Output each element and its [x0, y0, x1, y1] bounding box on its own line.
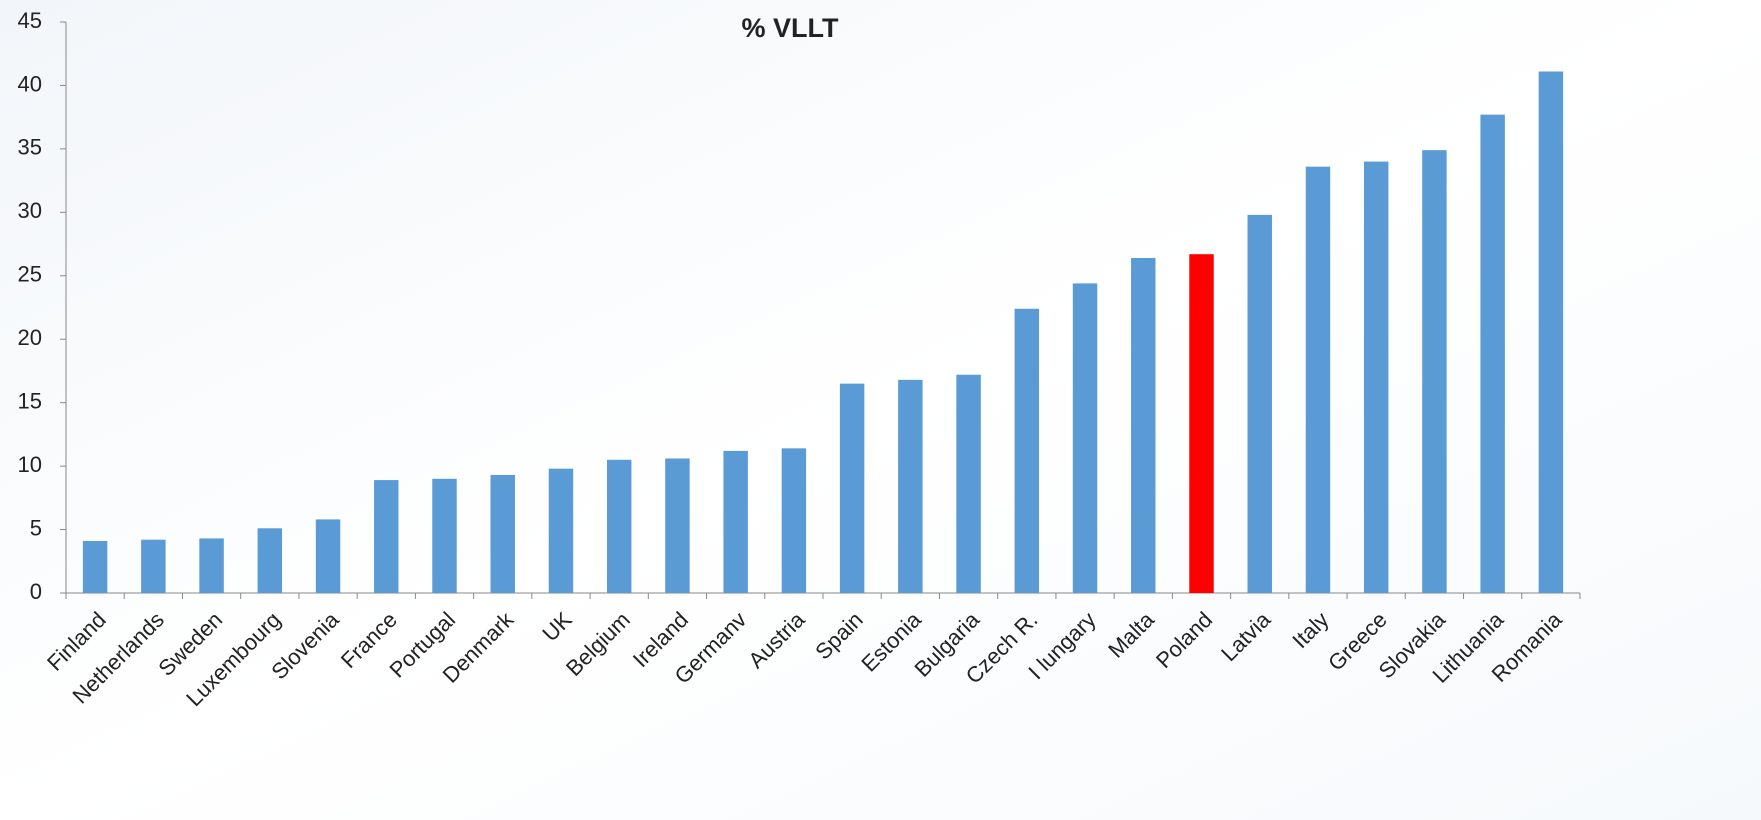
y-tick-label: 5: [30, 515, 42, 540]
y-tick-label: 0: [30, 579, 42, 604]
bar: [1247, 214, 1272, 594]
bar: [1480, 114, 1505, 593]
y-tick-label: 25: [18, 262, 42, 287]
bar: [1014, 308, 1040, 593]
bar: [82, 540, 108, 593]
y-tick-label: 20: [18, 325, 42, 350]
bar: [490, 474, 515, 593]
bar: [1072, 283, 1098, 593]
y-tick-label: 15: [18, 388, 42, 413]
bar: [199, 538, 224, 593]
y-tick-label: 35: [18, 135, 42, 160]
y-tick-label: 10: [18, 452, 42, 477]
bar: [257, 528, 283, 593]
bar: [1305, 166, 1331, 594]
bar: [606, 459, 632, 593]
bar: [665, 458, 690, 593]
y-tick-label: 40: [18, 71, 42, 96]
bar: [1422, 150, 1447, 593]
y-tick-label: 30: [18, 198, 42, 223]
y-tick-label: 45: [18, 8, 42, 33]
bar: [781, 448, 807, 593]
bar: [839, 383, 865, 593]
bar: [548, 468, 574, 593]
bar: [1538, 71, 1564, 593]
bar: [315, 519, 341, 593]
bar: [141, 539, 166, 593]
bar: [1363, 161, 1389, 594]
bar: [898, 379, 923, 593]
bar: [1189, 254, 1214, 593]
chart-title: % VLLT: [742, 13, 839, 43]
bar: [1131, 258, 1156, 593]
bar: [374, 480, 399, 593]
bar: [956, 374, 981, 593]
bar: [432, 478, 457, 593]
bar: [723, 450, 748, 593]
